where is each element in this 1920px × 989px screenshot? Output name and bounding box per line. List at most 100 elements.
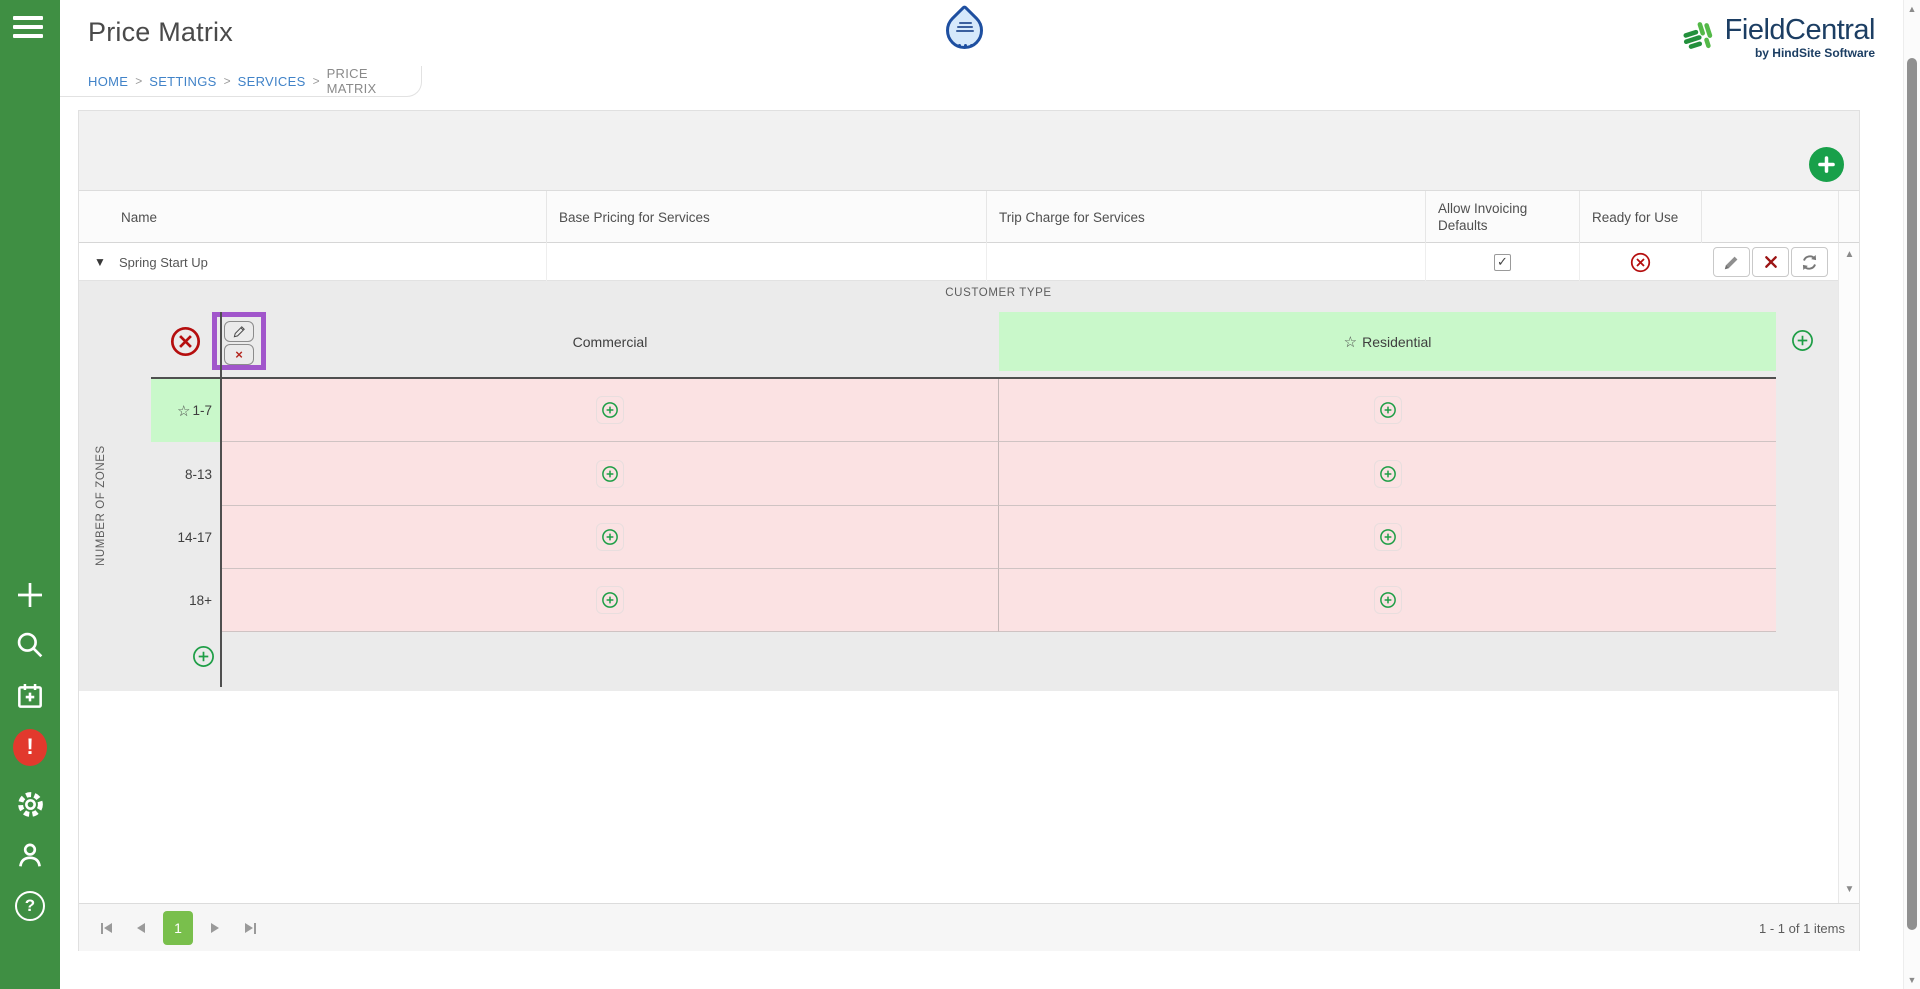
- add-circle-icon: [1792, 330, 1813, 351]
- help-icon[interactable]: ?: [13, 889, 47, 923]
- next-page-button[interactable]: [202, 915, 228, 941]
- refresh-row-button[interactable]: [1791, 247, 1828, 277]
- breadcrumb-separator: >: [312, 74, 320, 88]
- number-of-zones-axis-label: NUMBER OF ZONES: [95, 445, 107, 567]
- scroll-down-arrow-icon[interactable]: ▼: [1844, 884, 1855, 895]
- row-ready-cell: [1579, 243, 1701, 281]
- column-header-base-pricing[interactable]: Base Pricing for Services: [546, 191, 986, 243]
- settings-gear-icon[interactable]: [13, 787, 47, 821]
- row-trip-charge-cell: [986, 243, 1425, 281]
- column-header-name[interactable]: Name: [121, 209, 158, 225]
- refresh-icon: [1802, 254, 1817, 270]
- matrix-column-residential[interactable]: ☆ Residential: [999, 312, 1776, 371]
- allow-invoicing-checkbox[interactable]: ✓: [1494, 253, 1511, 271]
- matrix-cell-commercial-8-13: [222, 442, 999, 506]
- price-matrix-grid: Name Base Pricing for Services Trip Char…: [78, 110, 1860, 951]
- previous-page-button[interactable]: [128, 915, 154, 941]
- fieldcentral-logo-icon: [1683, 22, 1713, 49]
- matrix-cell-commercial-18plus: [222, 569, 999, 632]
- matrix-horizontal-border: [151, 377, 1776, 379]
- breadcrumb-home[interactable]: HOME: [88, 73, 129, 89]
- grid-toolbar: [79, 111, 1859, 191]
- brand-name: FieldCentral: [1724, 13, 1876, 46]
- price-matrix-detail: CUSTOMER TYPE NUMBER OF ZONES × Commerci…: [79, 281, 1838, 691]
- add-price-button[interactable]: [596, 459, 624, 488]
- matrix-cells: [222, 379, 1776, 632]
- pager: 1 1 - 1 of 1 items: [79, 903, 1859, 951]
- alert-exclamation: !: [13, 728, 47, 766]
- scroll-up-arrow-icon[interactable]: ▲: [1844, 249, 1855, 260]
- matrix-column-commercial[interactable]: Commercial: [221, 312, 999, 371]
- matrix-row-label: 8-13: [184, 466, 212, 482]
- alert-icon[interactable]: !: [13, 728, 47, 766]
- add-price-button[interactable]: [1373, 459, 1402, 488]
- matrix-vertical-border: [220, 312, 222, 687]
- row-name-cell: Spring Start Up: [119, 254, 208, 270]
- last-page-button[interactable]: [237, 915, 263, 941]
- scroll-up-arrow-icon[interactable]: ▲: [1907, 4, 1917, 14]
- breadcrumb: HOME > SETTINGS > SERVICES > PRICE MATRI…: [60, 66, 422, 97]
- pager-buttons: 1: [93, 904, 263, 952]
- default-star-icon: ☆: [177, 402, 191, 420]
- row-actions: [1713, 247, 1828, 277]
- matrix-row-label: 1-7: [192, 403, 212, 418]
- matrix-cell-commercial-1-7: [222, 379, 999, 442]
- row-allow-invoicing-cell: ✓: [1425, 243, 1579, 281]
- matrix-row-8-13[interactable]: 8-13: [151, 442, 220, 506]
- add-column-button[interactable]: [1791, 329, 1814, 357]
- fieldcentral-logo: FieldCentral by HindSite Software: [1680, 8, 1876, 66]
- add-icon[interactable]: [13, 578, 47, 612]
- row-base-pricing-cell: [546, 243, 986, 281]
- grid-vertical-scrollbar[interactable]: ▲ ▼: [1838, 243, 1859, 903]
- add-price-button[interactable]: [1373, 396, 1402, 424]
- matrix-cell-commercial-14-17: [222, 506, 999, 569]
- edit-row-button[interactable]: [1713, 247, 1750, 277]
- breadcrumb-settings[interactable]: SETTINGS: [149, 73, 217, 89]
- add-price-button[interactable]: [1373, 523, 1402, 551]
- column-header-ready-for-use[interactable]: Ready for Use: [1579, 191, 1701, 243]
- company-drop-logo-icon[interactable]: [938, 4, 991, 57]
- breadcrumb-separator: >: [223, 74, 231, 88]
- column-header-trip-charge[interactable]: Trip Charge for Services: [986, 191, 1425, 243]
- current-page-button[interactable]: 1: [163, 911, 193, 945]
- first-page-button[interactable]: [93, 915, 119, 941]
- delete-row-button[interactable]: [1752, 247, 1789, 277]
- brand-tagline: by HindSite Software: [1754, 45, 1875, 60]
- delete-column-button[interactable]: ×: [224, 344, 254, 365]
- drop-logo-text-lines: [942, 22, 988, 32]
- matrix-row-18plus[interactable]: 18+: [151, 569, 220, 632]
- matrix-row-label: 14-17: [177, 530, 212, 545]
- remove-matrix-button[interactable]: [170, 326, 201, 357]
- add-price-button[interactable]: [596, 523, 624, 551]
- matrix-cell-residential-8-13: [999, 442, 1776, 506]
- add-price-button[interactable]: [596, 586, 624, 614]
- add-price-matrix-button[interactable]: [1809, 147, 1844, 182]
- matrix-row-14-17[interactable]: 14-17: [151, 506, 220, 569]
- matrix-row-label: 18+: [189, 593, 212, 608]
- page-vertical-scrollbar[interactable]: ▲ ▼: [1903, 0, 1920, 989]
- search-icon[interactable]: [13, 628, 47, 662]
- edit-column-button[interactable]: [224, 321, 254, 342]
- default-star-icon: ☆: [1343, 333, 1358, 351]
- menu-icon[interactable]: [13, 16, 47, 42]
- drop-logo-dots: [942, 44, 988, 47]
- breadcrumb-services[interactable]: SERVICES: [237, 73, 306, 89]
- matrix-column-label: Commercial: [572, 333, 648, 350]
- matrix-cell-residential-1-7: [999, 379, 1776, 442]
- matrix-row-1-7[interactable]: ☆ 1-7: [151, 379, 220, 442]
- column-header-allow-invoicing[interactable]: Allow Invoicing Defaults: [1425, 191, 1579, 243]
- grid-header-gutter: [1838, 191, 1859, 243]
- delete-x-icon: [1764, 256, 1777, 268]
- pencil-icon: [233, 326, 245, 338]
- add-price-button[interactable]: [596, 396, 624, 424]
- scrollbar-thumb[interactable]: [1907, 58, 1917, 930]
- row-expand-toggle[interactable]: ▼: [94, 255, 106, 269]
- add-price-button[interactable]: [1373, 586, 1402, 614]
- add-row-button[interactable]: [192, 645, 215, 673]
- scroll-down-arrow-icon[interactable]: ▼: [1907, 975, 1917, 985]
- matrix-cell-residential-18plus: [999, 569, 1776, 632]
- user-icon[interactable]: [13, 838, 47, 872]
- pager-summary: 1 - 1 of 1 items: [1759, 920, 1845, 936]
- calendar-add-icon[interactable]: [13, 679, 47, 713]
